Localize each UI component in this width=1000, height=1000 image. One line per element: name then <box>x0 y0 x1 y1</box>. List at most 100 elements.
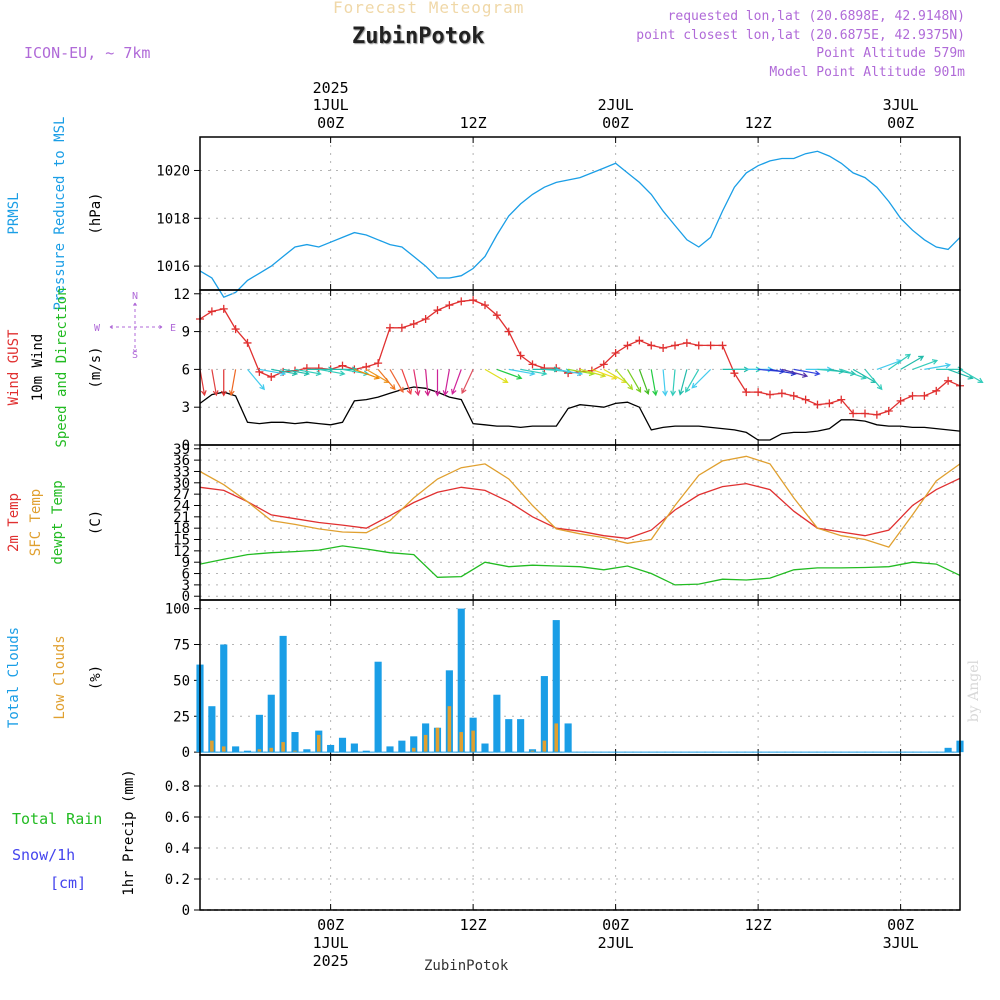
y-tick-label: 24 <box>173 498 190 514</box>
bottom-time-label: 00Z <box>317 916 344 934</box>
compass-north: N <box>132 291 138 302</box>
gust-marker <box>421 314 430 323</box>
y-tick-label: 9 <box>182 555 190 571</box>
y-tick-label: 21 <box>173 510 190 526</box>
gust-marker <box>623 341 632 350</box>
y-tick-label: 50 <box>173 673 190 689</box>
wind-direction-arrow <box>451 369 462 395</box>
gust-marker <box>599 360 608 369</box>
total-clouds-bar <box>398 740 406 753</box>
wind-direction-arrow <box>603 368 628 384</box>
bottom-time-label: 2025 <box>313 952 349 970</box>
model-point-altitude: Model Point Altitude 901m <box>769 65 965 80</box>
temperature-axis-label: (C) <box>88 510 104 535</box>
clouds-frame <box>199 599 961 756</box>
clouds-panel: 0 25 50 75 100 Total Clouds Low Clouds (%) <box>6 599 964 761</box>
gust-marker <box>754 388 763 397</box>
wind-direction-arrow <box>959 368 984 384</box>
total-clouds-bar <box>243 750 252 753</box>
gust-marker <box>647 341 656 350</box>
y-tick-label: 6 <box>182 567 190 583</box>
gust-marker <box>374 359 383 368</box>
y-tick-label: 75 <box>173 637 190 653</box>
gust-marker <box>540 364 549 373</box>
bottom-time-label: 1JUL <box>313 934 349 952</box>
wind-direction-arrow <box>199 369 207 397</box>
y-tick-label: 9 <box>182 325 190 341</box>
location-title: ZubinPotok <box>352 24 485 49</box>
y-tick-label: 0 <box>182 438 190 454</box>
top-year-label: 2025 <box>313 79 349 97</box>
compass-west: W <box>94 323 101 334</box>
gust-marker <box>492 311 501 320</box>
y-tick-label: 0.6 <box>165 810 190 826</box>
y-tick-label: 30 <box>173 476 190 492</box>
gust-marker <box>207 307 216 316</box>
low-clouds-bar <box>542 740 547 753</box>
gust-marker <box>801 395 810 404</box>
temperature-axis-label: 2m Temp <box>6 493 22 552</box>
total-clouds-bar <box>540 676 548 753</box>
gust-marker <box>837 395 846 404</box>
low-clouds-bar <box>281 742 285 753</box>
gust-marker <box>338 361 347 370</box>
wind-direction-arrow <box>424 369 431 397</box>
wind-direction-arrow <box>413 369 421 397</box>
y-tick-label: 0 <box>182 745 190 761</box>
wind-direction-arrow <box>496 368 523 380</box>
wind-direction-arrow <box>650 369 658 397</box>
gust-marker <box>682 338 691 347</box>
y-tick-label: 33 <box>173 464 190 480</box>
gust-marker <box>397 323 406 332</box>
gust-marker <box>457 297 466 306</box>
gust-marker <box>777 389 786 398</box>
top-time-label: 1JUL <box>313 96 349 114</box>
wind-series-line-1 <box>199 386 961 441</box>
temperature-axis-label: dewpt Temp <box>50 480 66 564</box>
model-label: ICON-EU, ~ 7km <box>24 44 151 62</box>
low-clouds-bar <box>459 732 464 753</box>
total-clouds-bar <box>410 736 418 753</box>
low-clouds-bar <box>435 727 440 753</box>
wind-axis-label: (m/s) <box>88 346 104 388</box>
low-clouds-bar <box>554 723 559 753</box>
top-time-axis: 20251JUL00Z12Z2JUL00Z12Z3JUL00Z12Z <box>313 79 919 132</box>
gust-marker <box>872 410 881 419</box>
wind-direction-arrow <box>888 353 912 370</box>
precipitation-panel: 0 0.2 0.4 0.6 0.8 1hr Precip (mm) Total Rain Sn… <box>12 754 961 919</box>
gust-marker <box>504 327 513 336</box>
gust-marker <box>861 409 869 418</box>
gust-marker <box>825 399 834 408</box>
gust-marker <box>445 301 454 310</box>
total-clouds-bar <box>386 746 394 753</box>
gust-marker <box>635 336 644 345</box>
y-tick-label: 0 <box>182 903 190 919</box>
gust-marker <box>742 388 751 397</box>
total-clouds-bar <box>338 737 347 753</box>
wind-direction-arrow <box>615 369 634 391</box>
total-clouds-bar <box>267 694 275 753</box>
bottom-time-label: 00Z <box>602 916 629 934</box>
gust-marker <box>932 386 941 395</box>
wind-direction-arrow <box>678 369 688 396</box>
total-clouds-bar <box>327 744 335 753</box>
requested-coordinates: requested lon,lat (20.6898E, 42.9148N) <box>667 9 965 24</box>
wind-axis-label: 10m Wind <box>30 334 46 401</box>
bottom-time-axis: 00Z1JUL202512Z00Z2JUL12Z00Z3JUL12Z <box>313 916 919 970</box>
low-clouds-bar <box>293 750 297 753</box>
low-clouds-bar <box>210 740 214 753</box>
top-time-label: 00Z <box>887 114 914 132</box>
y-tick-label: 18 <box>173 521 190 537</box>
gust-marker <box>469 296 478 305</box>
gust-marker <box>813 400 822 409</box>
total-clouds-bar <box>255 714 263 753</box>
y-tick-label: 25 <box>173 709 190 725</box>
wind-direction-arrow <box>685 369 700 393</box>
y-tick-label: 1016 <box>156 259 190 275</box>
wind-direction-arrow <box>294 368 322 377</box>
wind-direction-arrow <box>377 369 396 391</box>
wind-direction-arrow <box>924 362 952 370</box>
low-clouds-bar <box>257 749 262 753</box>
y-tick-label: 100 <box>165 602 190 618</box>
